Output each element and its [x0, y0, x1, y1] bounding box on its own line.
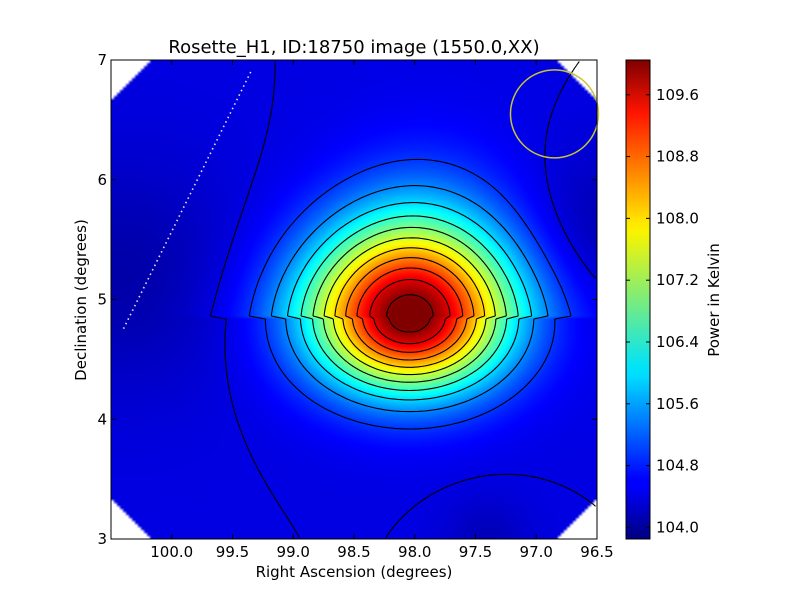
contour-lines — [209, 61, 596, 538]
colorbar-tick-label: 108.0 — [656, 209, 699, 227]
contour-line — [369, 278, 451, 345]
contour-line — [323, 237, 496, 376]
colorbar-ticks: 104.0 104.8 105.6 106.4 107.2 108.0 108.8 109.6 — [626, 86, 699, 536]
colorbar-tick-label: 105.6 — [656, 395, 699, 413]
y-axis-label: Declination (degrees) — [72, 219, 90, 381]
y-tick-label: 7 — [97, 51, 107, 69]
colorbar: 104.0 104.8 105.6 106.4 107.2 108.0 108.8 109.6… — [625, 59, 723, 540]
chart-title: Rosette_H1, ID:18750 image (1550.0,XX) — [168, 37, 539, 58]
colorbar-tick-label: 104.0 — [656, 518, 699, 536]
colorbar-frame — [625, 59, 651, 540]
y-tick-label: 3 — [97, 530, 107, 548]
y-tick-label: 6 — [97, 171, 107, 189]
x-axis-label: Right Ascension (degrees) — [256, 563, 453, 581]
contour-line — [286, 202, 533, 401]
contour-line — [345, 257, 475, 361]
contour-line — [248, 158, 572, 430]
x-tick-label: 96.5 — [580, 543, 613, 561]
contour-line — [334, 247, 486, 368]
x-tick-label: 97.0 — [520, 543, 553, 561]
x-tick-label: 99.0 — [277, 543, 310, 561]
colorbar-label: Power in Kelvin — [705, 243, 723, 357]
plot-area — [110, 59, 600, 540]
contour-line — [386, 294, 434, 333]
x-tick-label: 97.5 — [459, 543, 492, 561]
colorbar-tick-label: 108.8 — [656, 148, 699, 166]
colorbar-tick-label: 109.6 — [656, 86, 699, 104]
contour-line — [312, 226, 507, 383]
contour-line — [270, 185, 549, 413]
colorbar-gradient — [626, 60, 650, 539]
heatmap-image — [111, 60, 597, 539]
contour-line — [356, 267, 464, 353]
colorbar-tick-label: 106.4 — [656, 333, 699, 351]
y-axis: 3 4 5 6 7 — [97, 51, 597, 548]
colorbar-tick-label: 107.2 — [656, 271, 699, 289]
colorbar-tick-label: 104.8 — [656, 457, 699, 475]
contour-line — [209, 61, 596, 538]
x-tick-label: 98.5 — [337, 543, 370, 561]
contour-line — [300, 215, 519, 392]
y-tick-label: 5 — [97, 291, 107, 309]
x-tick-label: 98.0 — [398, 543, 431, 561]
beam-circle — [509, 69, 600, 159]
x-tick-label: 99.5 — [216, 543, 249, 561]
x-axis: 100.0 99.5 99.0 98.5 98.0 97.5 97.0 96.5 — [150, 60, 614, 561]
x-tick-label: 100.0 — [150, 543, 193, 561]
y-tick-label: 4 — [97, 410, 107, 428]
